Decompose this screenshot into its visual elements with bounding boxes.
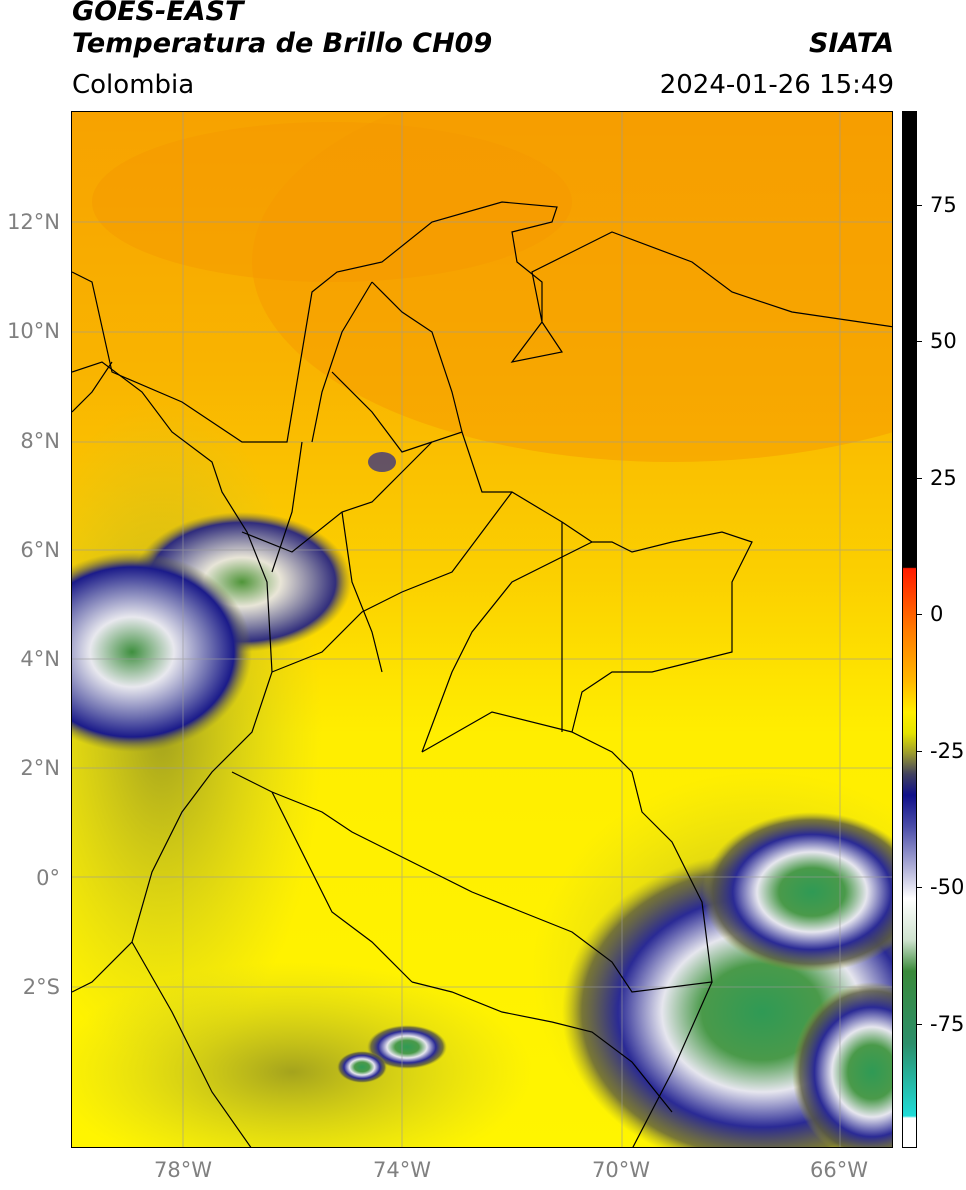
lon-label-78w: 78°W [154,1158,212,1182]
colorbar-tick [917,614,922,615]
lat-label-6n: 6°N [20,538,60,562]
brand-label: SIATA [808,28,894,59]
colorbar-label-75: 75 [930,193,957,217]
map-canvas [72,112,892,1147]
lon-label-74w: 74°W [373,1158,431,1182]
lon-label-70w: 70°W [592,1158,650,1182]
colorbar-label-25: 25 [930,466,957,490]
colorbar-tick [917,1024,922,1025]
colorbar-tick [917,205,922,206]
datetime-label: 2024-01-26 15:49 [659,70,894,100]
lat-label-4n: 4°N [20,647,60,671]
satellite-map[interactable] [71,111,893,1148]
lat-label-8n: 8°N [20,429,60,453]
colorbar-tick [917,478,922,479]
colorbar-gradient [903,112,916,1147]
lat-label-0: 0° [36,866,60,890]
colorbar-label-0: 0 [930,602,944,626]
satellite-title: GOES-EAST [72,0,244,27]
region-label: Colombia [72,70,195,100]
colorbar-label-50: 50 [930,329,957,353]
lat-label-12n: 12°N [7,210,60,234]
colorbar-label-neg75: -75 [930,1012,965,1036]
colorbar-label-neg50: -50 [930,875,965,899]
colorbar-label-neg25: -25 [930,739,965,763]
lat-label-2n: 2°N [20,756,60,780]
lat-label-10n: 10°N [7,319,60,343]
lon-label-66w: 66°W [810,1158,868,1182]
colorbar [902,111,917,1148]
colorbar-tick [917,751,922,752]
lat-label-2s: 2°S [22,975,60,999]
colorbar-tick [917,887,922,888]
product-title: Temperatura de Brillo CH09 [72,28,493,59]
colorbar-tick [917,341,922,342]
